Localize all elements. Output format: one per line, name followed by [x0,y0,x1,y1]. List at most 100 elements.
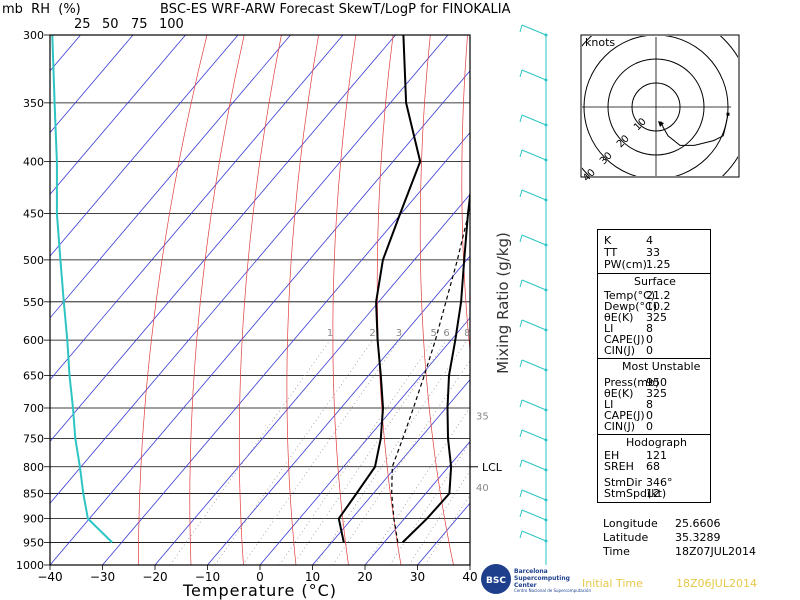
pressure-tick-label: 550 [23,296,44,309]
dewpoint-line [337,35,422,543]
surface-li-value: 8 [646,322,653,335]
isotherm-line [50,35,344,381]
rh-tick-100: 100 [159,17,184,32]
wind-barb-staff [521,459,547,471]
pressure-tick-label: 650 [23,369,44,382]
longitude-label: Longitude [603,517,658,530]
initial-time-value: 18Z06JUL2014 [676,577,757,590]
pressure-tick-label: 850 [23,487,44,500]
isotherm-line [50,70,470,565]
wind-barb-flag [519,429,523,438]
isotherm-line [50,35,186,196]
k-label: K [604,234,612,247]
mu-theta-label: θE(K) [604,387,634,400]
tt-label: TT [604,246,618,259]
mixing-ratio-tick-label: 5 [430,328,436,339]
k-value: 4 [646,234,653,247]
bsc-logo-text: BSC [486,576,506,586]
hodograph-rings [582,36,738,176]
lcl-label: LCL [482,461,503,474]
axis-units-label: mb RH (%) [2,2,81,17]
wind-barb-staff [521,279,547,291]
wind-barb-flag [519,399,523,408]
wind-barb-staff [521,359,547,371]
divider [598,273,710,274]
wind-barb-staff [521,234,547,246]
chart-title: BSC-ES WRF-ARW Forecast SkewT/LogP for F… [160,2,511,17]
isotherm-line [50,35,291,319]
surface-theta-label: θE(K) [604,311,634,324]
mixing-ratio-line [169,339,331,565]
wind-barb-flag [519,459,523,468]
pressure-tick-label: 350 [23,97,44,110]
bsc-name-line-3: Center [514,582,537,589]
wind-barb-flag [519,509,523,518]
indices-panel: K 4 TT 33 PW(cm) 1.25 Surface Temp(°C) 2… [597,229,711,503]
mixing-ratio-tick-label: 2 [369,328,375,339]
stmdir-label: StmDir [604,476,643,489]
parcel-line [391,203,470,543]
wind-barb-flag [519,189,523,198]
mu-li-label: LI [604,398,614,411]
mixing-ratio-tick-label: 8 [464,328,470,339]
dry-adiabat-line [332,35,357,565]
isotherm-line [207,255,470,565]
storm-motion-marker [658,121,664,127]
longitude-value: 25.6606 [675,517,721,530]
latitude-value: 35.3289 [675,531,721,544]
bsc-name-line-2: Supercomputing [514,575,570,582]
surface-cin-value: 0 [646,344,653,357]
wind-barb-staff [521,489,547,501]
mixing-ratio-tick-label: 1 [327,328,333,339]
wind-barb-flag [519,279,523,288]
bsc-subtitle: Centro Nacional de Supercomputación [514,588,592,593]
x-axis-label: Temperature (°C) [182,581,337,600]
wind-barb-flag [519,149,523,158]
most-unstable-title: Most Unstable [622,360,701,373]
skewt-grid [50,35,800,565]
mu-press-value: 950 [646,376,667,389]
isotherm-line [102,132,470,565]
dry-adiabat-line [286,35,319,565]
isotherm-line [312,379,470,565]
wind-barbs [519,24,548,565]
plot-frame [49,34,471,566]
wind-barb-staff [521,509,547,521]
wind-barb-staff [521,24,547,36]
wind-barb-staff [521,189,547,201]
pressure-tick-label: 500 [23,254,44,267]
tt-value: 33 [646,246,660,259]
rh-line [51,35,113,544]
surface-li-label: LI [604,322,614,335]
pw-value: 1.25 [646,258,671,271]
sounding-profiles [51,35,470,544]
pressure-tick-label: 600 [23,334,44,347]
x-tick-label: 0 [256,570,264,584]
eh-value: 121 [646,449,667,462]
dry-adiabat-line [765,35,800,565]
wind-barb-flag [519,530,523,539]
mu-cape-label: CAPE(J) [604,409,645,422]
dry-adiabat-line [419,35,454,565]
axes: 3003504004505005506006507007508008509009… [16,29,512,600]
mu-cape-value: 0 [646,409,653,422]
time-value: 18Z07JUL2014 [675,545,756,558]
mixing-ratio-line [424,494,470,565]
sreh-label: SREH [604,460,634,473]
wind-barb-flag [519,489,523,498]
bsc-logo-mark [481,564,511,594]
mixing-ratio-line [314,339,468,565]
mu-theta-value: 325 [646,387,667,400]
dry-adiabat-line [238,35,282,565]
isotherm-line [50,35,239,257]
initial-time-label: Initial Time [582,577,643,590]
mu-cin-label: CIN(J) [604,420,635,433]
stmdir-value: 346° [646,476,673,489]
sreh-value: 68 [646,460,660,473]
pressure-tick-label: 950 [23,536,44,549]
wind-barb-staff [521,399,547,411]
x-tick-label: 10 [305,570,320,584]
mixing-ratio-line [279,339,435,565]
wind-barb-flag [519,359,523,368]
isotherm-line [364,440,470,565]
